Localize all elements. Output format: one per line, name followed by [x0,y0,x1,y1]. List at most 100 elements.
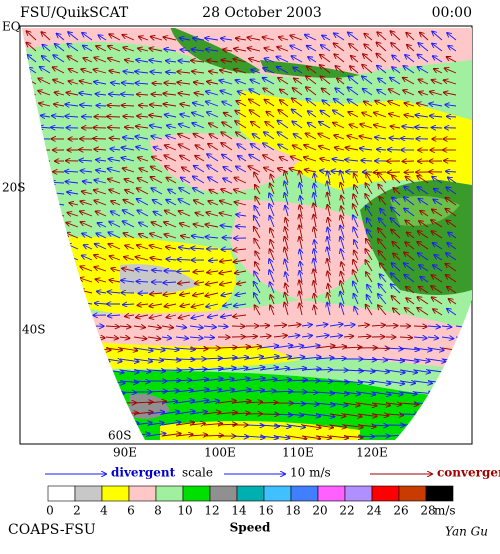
colorbar-box [237,486,264,501]
colorbar-unit: m/s [434,504,456,518]
wind-arrow [27,257,36,260]
wind-arrow [106,424,123,425]
wind-arrow [51,313,64,315]
wind-arrow [414,434,431,436]
colorbar-box [291,486,318,501]
wind-arrow [38,277,50,282]
wind-arrow [66,314,78,315]
wind-arrow [36,392,51,394]
wind-arrow [92,370,108,372]
wind-arrow [316,370,332,371]
wind-arrow [41,246,50,249]
colorbar-label: 16 [258,504,273,518]
wind-arrow [24,300,36,304]
wind-arrow [39,193,50,194]
wind-arrow [53,234,64,238]
colorbar-label: 14 [231,504,247,518]
colorbar-box [345,486,372,501]
wind-arrow [53,266,64,271]
wind-arrow [39,256,50,260]
wind-arrow [24,235,37,238]
colorbar-box [372,486,399,501]
wind-arrow [36,425,55,427]
wind-arrow [106,414,122,415]
legend-scale-value: 10 m/s [290,466,331,480]
wind-arrow [388,172,401,173]
wind-arrow [78,435,96,436]
wind-arrow [50,425,66,426]
wind-arrow [25,127,36,129]
wind-arrow [456,359,472,361]
wind-arrow [456,423,472,425]
wind-arrow [64,403,81,405]
wind-arrow [108,127,120,128]
wind-arrow [36,414,55,417]
colorbar-box [399,486,426,501]
wind-arrow [120,423,139,425]
wind-arrow [64,425,81,426]
map [20,26,475,444]
wind-arrow [400,435,417,436]
lon-label: 110E [282,446,314,460]
colorbar-box [318,486,345,501]
wind-arrow [428,434,447,437]
wind-arrow [92,424,109,425]
colorbar-label: 4 [100,504,108,518]
wind-arrow [66,289,78,293]
wind-arrow [78,348,96,350]
legend-divergent: divergent [111,466,176,480]
wind-arrow [428,413,445,414]
footer-author: Yan Gu [445,525,488,539]
wind-arrow [96,105,106,106]
wind-arrow [50,336,63,337]
colorbar-label: 20 [312,504,327,518]
wind-arrow [38,266,50,271]
wind-arrow [36,403,53,406]
wind-arrow [40,235,50,238]
lon-label: 90E [113,446,137,460]
wind-arrow [414,326,427,327]
header-time: 00:00 [432,5,472,21]
wind-arrow [177,271,190,272]
wind-arrow [69,267,78,271]
colorbar-box [426,486,453,501]
wind-arrow [24,114,36,117]
wind-arrow [50,392,68,395]
lon-label: 100E [204,446,236,460]
wind-arrow [52,255,64,260]
wind-arrow [50,381,67,383]
colorbar-label: 10 [177,504,192,518]
wind-arrow [456,370,472,371]
colorbar-box [156,486,183,501]
wind-arrow [55,278,64,282]
colorbar-box [183,486,210,501]
colorbar-title: Speed [230,521,271,535]
wind-arrow [64,414,79,415]
wind-arrow [64,359,81,361]
lat-label: 20S [2,181,26,195]
wind-arrow [50,325,62,326]
wind-arrow [456,412,474,414]
wind-arrow [27,138,36,139]
wind-arrow [37,214,50,216]
wind-arrow [78,392,93,394]
wind-arrow [78,414,96,415]
wind-arrow [92,435,107,436]
wind-arrow [92,359,110,362]
wind-arrow [41,301,50,304]
wind-arrow [442,402,460,403]
wind-arrow [432,128,442,129]
wind-arrow [65,301,78,304]
wind-arrow [26,267,36,271]
wind-arrow [442,423,461,425]
colorbar-label: 22 [339,504,354,518]
wind-arrow [92,381,108,383]
colorbar-label: 24 [366,504,382,518]
wind-arrow [23,225,36,227]
wind-arrow [55,224,64,227]
wind-arrow [52,244,64,249]
wind-arrow [442,381,458,382]
